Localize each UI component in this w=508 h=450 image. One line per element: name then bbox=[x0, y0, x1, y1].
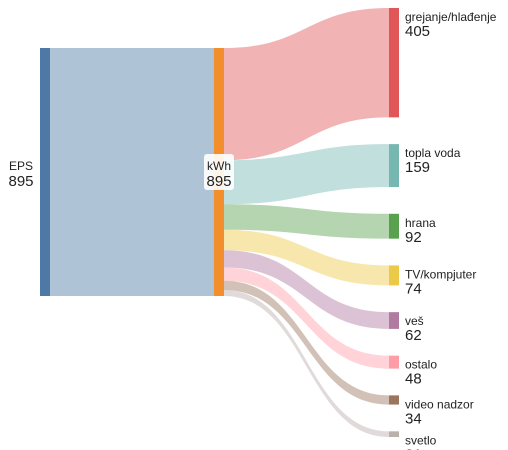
node-light bbox=[389, 431, 399, 437]
node-value-laundry: 62 bbox=[405, 327, 422, 344]
node-laundry bbox=[389, 312, 399, 329]
node-label-kwh: kWh bbox=[207, 159, 231, 173]
link-kwh-food bbox=[224, 204, 389, 239]
link-kwh-laundry bbox=[224, 250, 389, 329]
link-kwh-light bbox=[224, 290, 389, 437]
node-label-light: svetlo bbox=[405, 433, 437, 447]
link-kwh-cctv bbox=[224, 280, 389, 405]
node-hotwater bbox=[389, 144, 399, 188]
link-kwh-heating bbox=[224, 8, 389, 161]
link-kwh-other bbox=[224, 267, 389, 369]
link-kwh-hotwater bbox=[224, 144, 389, 205]
node-value-other: 48 bbox=[405, 371, 422, 388]
node-tv bbox=[389, 265, 399, 286]
node-value-food: 92 bbox=[405, 229, 422, 246]
node-label-hotwater: topla voda bbox=[405, 146, 461, 160]
node-label-food: hrana bbox=[405, 216, 436, 230]
node-label-other: ostalo bbox=[405, 358, 437, 372]
node-cctv bbox=[389, 395, 399, 405]
node-label-laundry: veš bbox=[405, 314, 424, 328]
node-eps bbox=[40, 48, 50, 296]
node-label-tv: TV/kompjuter bbox=[405, 267, 476, 281]
node-food bbox=[389, 213, 399, 239]
kwh-label-background bbox=[204, 154, 234, 190]
node-label-cctv: video nadzor bbox=[405, 397, 474, 411]
node-value-light: 21 bbox=[405, 446, 422, 450]
node-value-heating: 405 bbox=[405, 23, 430, 40]
link-eps-kwh bbox=[50, 48, 214, 296]
node-other bbox=[389, 355, 399, 369]
node-label-heating: grejanje/hlađenje bbox=[405, 10, 497, 24]
node-heating bbox=[389, 8, 399, 118]
node-value-tv: 74 bbox=[405, 280, 422, 297]
node-value-cctv: 34 bbox=[405, 410, 422, 427]
node-value-eps: 895 bbox=[8, 173, 33, 190]
node-value-hotwater: 159 bbox=[405, 159, 430, 176]
node-label-eps: EPS bbox=[9, 159, 33, 173]
node-value-kwh: 895 bbox=[206, 173, 231, 190]
link-kwh-tv bbox=[224, 229, 389, 286]
sankey-links bbox=[50, 8, 389, 437]
